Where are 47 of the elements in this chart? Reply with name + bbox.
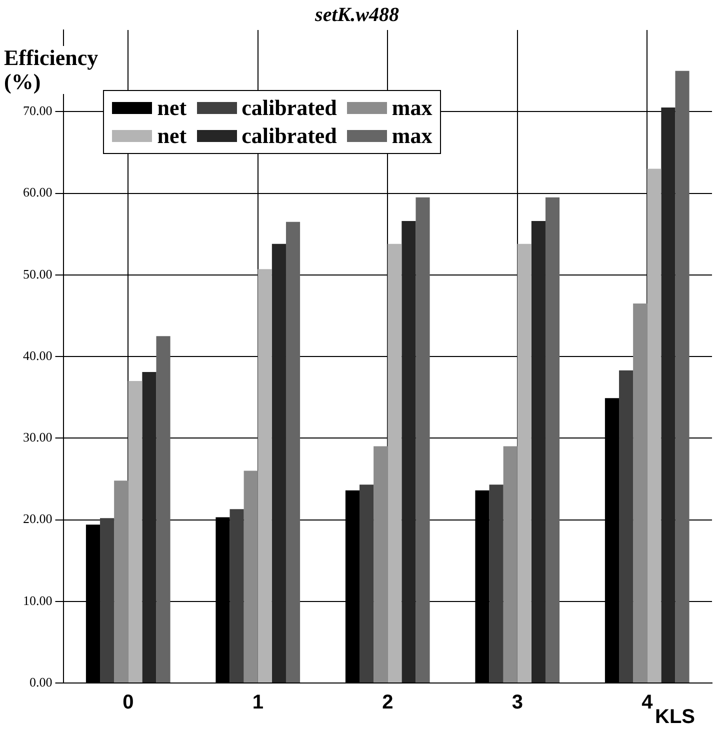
y-tick-label: 0.00	[30, 674, 52, 690]
bar	[142, 372, 156, 682]
x-axis-title: KLS	[655, 706, 695, 729]
legend-label: max	[392, 95, 432, 121]
bar	[258, 269, 272, 682]
bar	[388, 244, 402, 682]
bar	[128, 380, 142, 682]
x-tick-label: 0	[122, 692, 134, 714]
bar	[545, 197, 560, 682]
legend-label: net	[157, 95, 187, 121]
x-tick-label: 1	[252, 692, 264, 714]
y-tick-label: 50.00	[23, 266, 52, 282]
legend-label: net	[157, 123, 187, 149]
x-tick-label: 4	[642, 692, 654, 714]
bar	[402, 221, 416, 682]
bar	[675, 70, 690, 682]
bar	[272, 244, 286, 682]
bar	[286, 222, 300, 682]
x-tick-label: 2	[382, 692, 394, 714]
legend-label: calibrated	[242, 95, 337, 121]
y-tick-label: 20.00	[23, 511, 52, 526]
bar	[100, 518, 114, 682]
bar	[619, 370, 634, 682]
y-axis-title: Efficiency (%)	[4, 45, 98, 94]
x-tick-label: 3	[512, 692, 523, 714]
bar	[517, 244, 532, 682]
legend-label: max	[392, 123, 432, 149]
bar	[531, 221, 546, 682]
bar	[489, 484, 504, 682]
bar	[416, 197, 430, 682]
bar	[647, 168, 662, 682]
bar	[230, 509, 244, 682]
y-tick-label: 70.00	[23, 103, 52, 118]
bar	[244, 470, 258, 682]
y-tick-label: 30.00	[23, 430, 52, 445]
y-tick-label: 10.00	[23, 592, 52, 608]
bar	[374, 446, 388, 682]
bar	[633, 303, 648, 682]
bar	[661, 108, 676, 682]
chart-title: setK.w488	[314, 4, 400, 27]
y-tick-label: 60.00	[23, 184, 52, 200]
legend-label: calibrated	[242, 123, 337, 149]
bar	[360, 484, 374, 682]
bar	[156, 336, 170, 682]
bar	[114, 480, 128, 682]
bar	[503, 446, 518, 682]
y-tick-label: 40.00	[23, 348, 52, 363]
